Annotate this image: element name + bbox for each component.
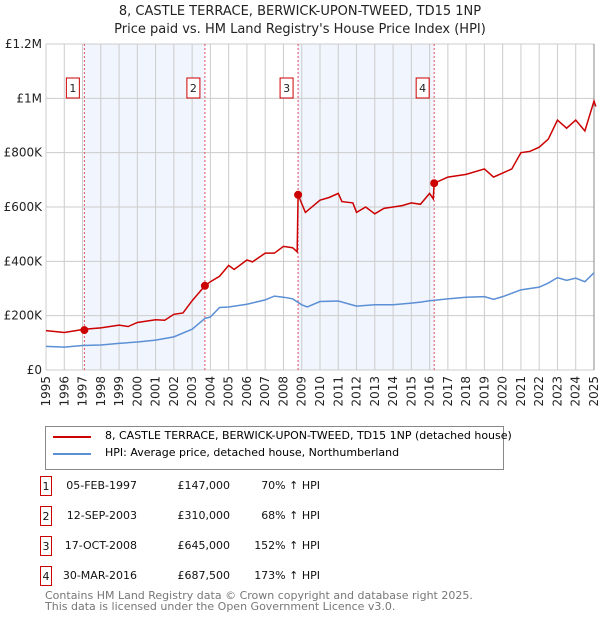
legend-swatch-blue <box>53 453 91 455</box>
x-tick-label: 2021 <box>514 376 528 407</box>
x-tick-label: 2016 <box>423 376 437 407</box>
y-tick-label: £0 <box>27 363 42 377</box>
sale-point <box>200 281 209 290</box>
x-tick-label: 2019 <box>477 376 491 407</box>
x-tick-label: 2002 <box>167 376 181 407</box>
x-tick-label: 2007 <box>258 376 272 407</box>
y-tick-label: £600K <box>4 200 44 214</box>
x-tick-label: 2017 <box>441 376 455 407</box>
y-tick-label: £400K <box>4 254 44 268</box>
legend-swatch-red <box>53 436 91 438</box>
price-chart: 8, CASTLE TERRACE, BERWICK-UPON-TWEED, T… <box>4 4 600 407</box>
sale-point <box>294 190 303 199</box>
sale-price: £687,500 <box>177 569 231 582</box>
x-tick-label: 2006 <box>240 376 254 407</box>
sale-row: 2 12-SEP-2003 £310,000 68% ↑ HPI <box>0 506 600 526</box>
sale-label-box <box>279 77 294 99</box>
series-line <box>45 98 597 334</box>
x-tick-label: 2011 <box>331 376 345 407</box>
sale-label-box <box>415 77 430 99</box>
x-tick-label: 1998 <box>94 376 108 407</box>
sale-date: 30-MAR-2016 <box>62 569 137 582</box>
sale-badge: 1 <box>40 476 52 496</box>
x-tick-label: 2015 <box>404 376 418 407</box>
x-tick-label: 2004 <box>203 376 217 407</box>
sale-label: 3 <box>283 82 290 95</box>
x-tick-label: 2010 <box>313 376 327 407</box>
sale-row: 3 17-OCT-2008 £645,000 152% ↑ HPI <box>0 536 600 556</box>
sale-hpi: 173% ↑ HPI <box>254 569 320 582</box>
x-tick-label: 2005 <box>222 376 236 407</box>
x-tick-label: 1996 <box>57 376 71 407</box>
sale-row: 4 30-MAR-2016 £687,500 173% ↑ HPI <box>0 566 600 586</box>
sale-label-box <box>65 77 80 99</box>
x-tick-label: 2012 <box>350 376 364 407</box>
sale-hpi: 152% ↑ HPI <box>254 539 320 552</box>
legend-label: 8, CASTLE TERRACE, BERWICK-UPON-TWEED, T… <box>105 429 512 442</box>
footer-line: This data is licensed under the Open Gov… <box>45 600 396 613</box>
x-tick-label: 2022 <box>532 376 546 407</box>
sale-date: 17-OCT-2008 <box>64 539 137 552</box>
x-tick-label: 2023 <box>550 376 564 407</box>
sale-badge: 2 <box>40 506 52 526</box>
x-tick-label: 2018 <box>459 376 473 407</box>
footer-line: Contains HM Land Registry data © Crown c… <box>45 589 473 602</box>
sale-date: 12-SEP-2003 <box>66 509 137 522</box>
x-tick-label: 2000 <box>130 376 144 407</box>
y-tick-label: £1M <box>16 91 42 105</box>
x-tick-label: 1997 <box>76 376 90 407</box>
x-tick-label: 2014 <box>386 376 400 407</box>
x-tick-label: 2020 <box>496 376 510 407</box>
x-tick-label: 2001 <box>149 376 163 407</box>
x-tick-label: 2008 <box>276 376 290 407</box>
x-tick-label: 2009 <box>295 376 309 407</box>
legend: 8, CASTLE TERRACE, BERWICK-UPON-TWEED, T… <box>45 426 512 470</box>
x-tick-label: 1995 <box>39 376 53 407</box>
sale-row: 1 05-FEB-1997 £147,000 70% ↑ HPI <box>0 476 600 496</box>
sale-label: 1 <box>69 82 76 95</box>
x-tick-label: 2024 <box>569 376 583 407</box>
sale-hpi: 68% ↑ HPI <box>261 509 320 522</box>
sale-point <box>430 179 439 188</box>
chart-subtitle: Price paid vs. HM Land Registry's House … <box>114 22 486 37</box>
sale-price: £645,000 <box>177 539 231 552</box>
footer: Contains HM Land Registry data © Crown c… <box>45 590 473 612</box>
chart-title: 8, CASTLE TERRACE, BERWICK-UPON-TWEED, T… <box>119 4 481 19</box>
sale-label: 4 <box>419 82 426 95</box>
sale-price: £147,000 <box>177 479 231 492</box>
x-tick-label: 2025 <box>587 376 600 407</box>
sale-hpi: 70% ↑ HPI <box>261 479 320 492</box>
x-tick-label: 2003 <box>185 376 199 407</box>
series-line <box>45 272 595 348</box>
x-tick-label: 1999 <box>112 376 126 407</box>
sale-date: 05-FEB-1997 <box>66 479 137 492</box>
sale-point <box>80 326 89 335</box>
sale-label: 2 <box>190 82 197 95</box>
y-tick-label: £1.2M <box>5 37 42 51</box>
y-tick-label: £200K <box>4 309 44 323</box>
sale-badge: 3 <box>40 536 52 556</box>
legend-label: HPI: Average price, detached house, Nort… <box>105 446 400 459</box>
x-tick-label: 2013 <box>368 376 382 407</box>
sale-label-box <box>186 77 201 99</box>
sale-price: £310,000 <box>177 509 231 522</box>
y-tick-label: £800K <box>4 146 44 160</box>
sale-badge: 4 <box>40 566 52 586</box>
